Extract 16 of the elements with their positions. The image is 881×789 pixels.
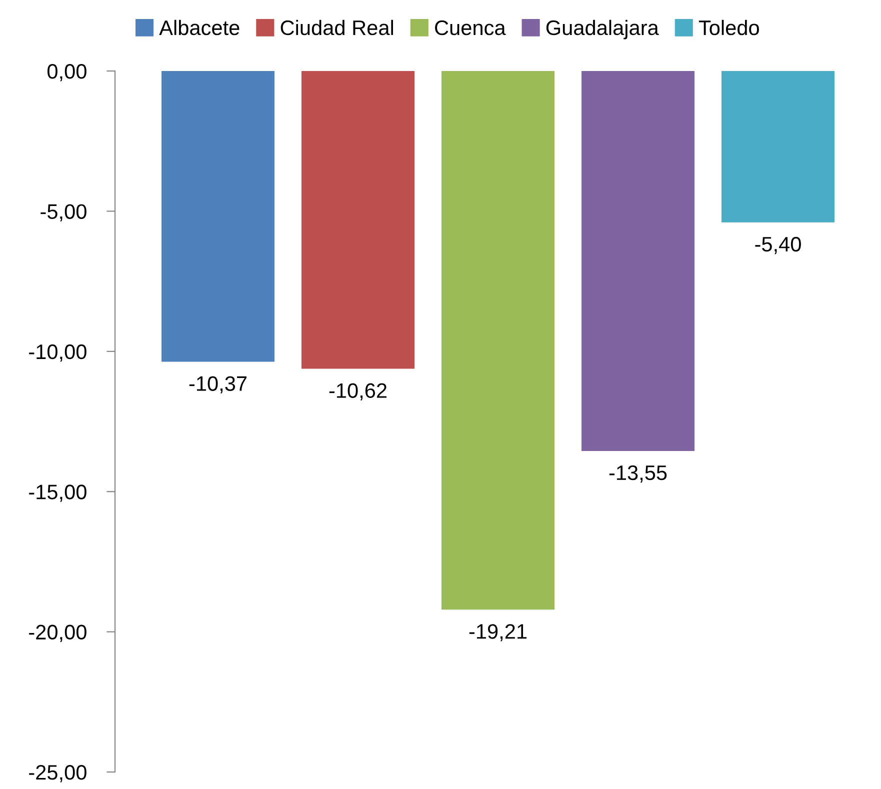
legend-label: Cuenca [435, 20, 506, 36]
data-label: -5,40 [755, 236, 801, 254]
y-tick-label: -10,00 [29, 344, 86, 362]
data-label: -10,37 [189, 376, 246, 394]
y-tick-label: -20,00 [29, 624, 86, 642]
y-tick-label: -15,00 [29, 484, 86, 502]
legend-label: Ciudad Real [280, 20, 394, 36]
y-tick-label: 0,00 [47, 64, 86, 82]
legend-label: Toledo [698, 20, 759, 36]
legend-label: Guadalajara [546, 20, 659, 40]
data-label: -13,55 [609, 465, 667, 483]
legend-label: Albacete [159, 20, 240, 36]
data-label: -19,21 [469, 624, 527, 642]
y-tick-label: -25,00 [29, 765, 86, 782]
y-tick-label: -5,00 [40, 204, 86, 222]
data-label: -10,62 [329, 383, 386, 400]
